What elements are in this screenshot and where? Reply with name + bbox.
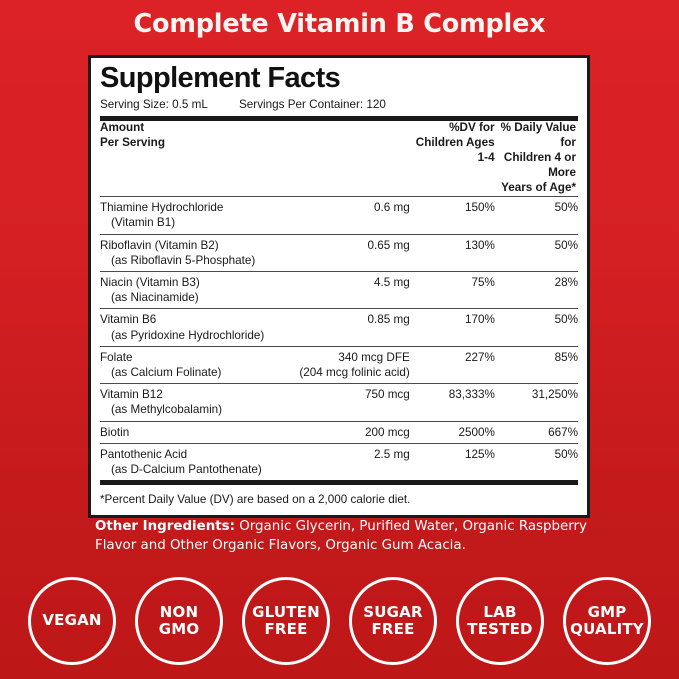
divider-thick-top (100, 116, 578, 122)
nutrient-name: Thiamine Hydrochloride (Vitamin B1) (100, 197, 294, 234)
nutrient-dv-1-4: 2500% (409, 420, 495, 444)
nutrient-amount: 0.65 mg (293, 233, 410, 272)
badge-line-2: FREE (371, 620, 415, 638)
nutrient-amount-secondary: (204 mcg folinic acid) (299, 365, 410, 379)
table-row: Thiamine Hydrochloride (Vitamin B1) 0.6 … (100, 197, 578, 234)
nutrient-name: Niacin (Vitamin B3) (as Niacinamide) (100, 270, 294, 309)
nutrient-source: (as Riboflavin 5-Phosphate) (111, 253, 256, 267)
badge-line-1: GLUTEN (252, 602, 320, 621)
nutrient-source: (as Niacinamide) (111, 291, 199, 305)
nutrient-dv-1-4: 227% (409, 345, 495, 384)
badge-line-1: VEGAN (42, 611, 102, 630)
table-row: Vitamin B12 (as Methylcobalamin) 750 mcg… (100, 383, 578, 422)
nutrient-dv-1-4: 170% (409, 308, 495, 347)
nutrient-source: (as D-Calcium Pantothenate) (111, 462, 262, 476)
table-header-row: Amount Per Serving %DV for Children Ages… (100, 121, 578, 196)
table-row: Riboflavin (Vitamin B2) (as Riboflavin 5… (100, 233, 578, 272)
nutrient-dv-1-4: 125% (409, 442, 495, 481)
nutrient-source: (Vitamin B1) (111, 216, 176, 230)
nutrient-dv-1-4: 83,333% (409, 383, 495, 422)
nutrient-name: Folate (as Calcium Folinate) (100, 345, 294, 384)
badge-line-2: GMO (158, 620, 200, 638)
badge-line-1: LAB (483, 602, 517, 621)
product-title: Complete Vitamin B Complex (133, 9, 546, 39)
nutrient-dv-4plus: 50% (494, 233, 578, 272)
nutrient-table: Thiamine Hydrochloride (Vitamin B1) 0.6 … (100, 197, 578, 481)
nutrient-dv-1-4: 150% (464, 201, 495, 215)
header-dv-children-4plus: % Daily Value for Children 4 or More Yea… (500, 121, 576, 195)
table-row: Folate (as Calcium Folinate) 340 mcg DFE… (100, 345, 578, 384)
header-amount-per-serving: Amount Per Serving (100, 121, 165, 150)
supplement-facts-panel: Supplement Facts Serving Size: 0.5 mL Se… (88, 55, 590, 519)
badge-sugar-free: SUGAR FREE (349, 577, 437, 665)
nutrient-amount: 200 mcg (293, 420, 410, 444)
nutrient-dv-4plus: 31,250% (494, 383, 578, 422)
supplement-facts-heading: Supplement Facts (100, 62, 341, 94)
nutrient-amount: 0.85 mg (293, 308, 410, 347)
nutrient-name: Riboflavin (Vitamin B2) (as Riboflavin 5… (100, 233, 294, 272)
daily-value-footnote: *Percent Daily Value (DV) are based on a… (100, 493, 411, 507)
nutrient-amount: 0.6 mg (374, 201, 410, 215)
nutrient-source: (as Pyridoxine Hydrochloride) (111, 328, 265, 342)
certification-badges: VEGAN NON GMO GLUTEN FREE SUGAR FREE LAB… (0, 573, 679, 669)
nutrient-dv-4plus: 85% (494, 345, 578, 384)
nutrient-dv-4plus: 50% (494, 442, 578, 481)
badge-line-1: GMP (587, 602, 627, 621)
badge-line-2: QUALITY (570, 620, 644, 638)
servings-per-container: Servings Per Container: 120 (239, 97, 386, 111)
nutrient-dv-4plus: 50% (554, 201, 578, 215)
badge-gluten-free: GLUTEN FREE (242, 577, 330, 665)
nutrient-amount: 750 mcg (293, 383, 410, 422)
nutrient-dv-4plus: 28% (494, 270, 578, 309)
nutrient-name: Pantothenic Acid (as D-Calcium Pantothen… (100, 442, 294, 481)
nutrient-rows: Thiamine Hydrochloride (Vitamin B1) 0.6 … (100, 197, 578, 481)
badge-line-2: FREE (264, 620, 308, 638)
other-ingredients-label: Other Ingredients: (95, 519, 235, 534)
badge-line-1: NON (159, 602, 199, 621)
divider-thick-footnote: *Percent Daily Value (DV) are based on a… (100, 480, 578, 515)
header-spacer (293, 121, 409, 196)
serving-size: Serving Size: 0.5 mL (100, 97, 208, 111)
badge-non-gmo: NON GMO (135, 577, 223, 665)
nutrient-name: Vitamin B6 (as Pyridoxine Hydrochloride) (100, 308, 294, 347)
badge-line-1: SUGAR (363, 602, 423, 621)
other-ingredients-text: Organic Glycerin, Purified Water, Organi… (95, 519, 587, 553)
nutrient-amount: 4.5 mg (293, 270, 410, 309)
nutrient-source: (as Methylcobalamin) (111, 403, 223, 417)
supplement-facts-table: Amount Per Serving %DV for Children Ages… (100, 121, 578, 196)
table-row: Niacin (Vitamin B3) (as Niacinamide) 4.5… (100, 270, 578, 309)
badge-line-2: TESTED (467, 620, 533, 638)
table-row: Biotin 200 mcg 2500% 667% (100, 420, 578, 444)
table-row: Vitamin B6 (as Pyridoxine Hydrochloride)… (100, 308, 578, 347)
divider-below-header (100, 196, 578, 198)
nutrient-dv-1-4: 75% (409, 270, 495, 309)
nutrient-amount: 340 mcg DFE (204 mcg folinic acid) (293, 345, 410, 384)
other-ingredients: Other Ingredients: Organic Glycerin, Pur… (95, 518, 595, 555)
nutrient-dv-4plus: 50% (494, 308, 578, 347)
badge-gmp-quality: GMP QUALITY (563, 577, 651, 665)
nutrient-dv-1-4: 130% (409, 233, 495, 272)
serving-info: Serving Size: 0.5 mL Servings Per Contai… (100, 96, 578, 117)
nutrient-amount: 2.5 mg (293, 442, 410, 481)
table-row: Pantothenic Acid (as D-Calcium Pantothen… (100, 442, 578, 481)
nutrient-name: Biotin (100, 420, 294, 444)
badge-lab-tested: LAB TESTED (456, 577, 544, 665)
nutrient-name: Vitamin B12 (as Methylcobalamin) (100, 383, 294, 422)
nutrient-dv-4plus: 667% (494, 420, 578, 444)
badge-vegan: VEGAN (28, 577, 116, 665)
header-dv-children-1-4: %DV for Children Ages 1-4 (415, 121, 495, 165)
nutrient-source: (as Calcium Folinate) (111, 365, 222, 379)
